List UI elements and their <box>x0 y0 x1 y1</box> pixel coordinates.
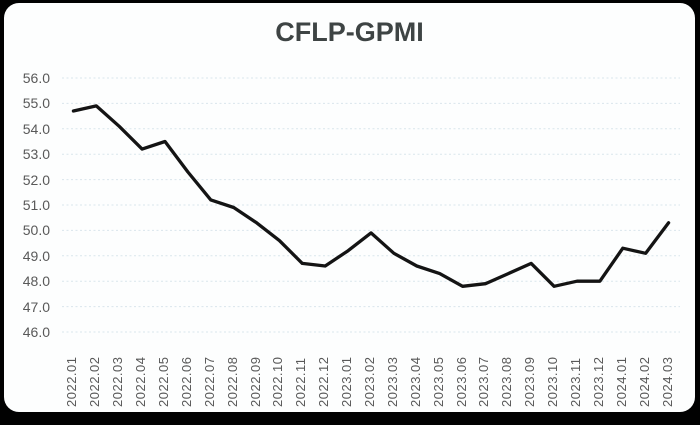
x-axis-tick-label: 2022.10 <box>270 356 286 408</box>
y-axis-tick-label: 50.0 <box>22 222 50 239</box>
x-axis-tick-label: 2022.03 <box>110 356 126 408</box>
x-axis-tick-label: 2023.12 <box>590 356 606 408</box>
y-axis-tick-label: 52.0 <box>22 171 50 188</box>
y-axis-tick-label: 46.0 <box>22 324 50 340</box>
chart-card: CFLP-GPMI <box>4 3 695 412</box>
x-axis-tick-label: 2022.11 <box>293 357 309 407</box>
y-axis-tick-label: 54.0 <box>22 120 50 137</box>
x-axis-tick-label: 2023.02 <box>362 356 377 408</box>
x-axis-tick-label: 2023.01 <box>339 356 355 408</box>
x-axis-tick-label: 2022.01 <box>64 356 80 408</box>
y-axis-tick-label: 53.0 <box>22 146 50 163</box>
x-axis-tick-label: 2022.12 <box>316 356 332 408</box>
x-axis-tick-label: 2023.06 <box>453 356 469 408</box>
x-axis-tick-label: 2023.11 <box>568 357 583 407</box>
x-axis-tick-label: 2022.04 <box>133 356 149 408</box>
x-axis-tick-label: 2023.09 <box>522 356 538 408</box>
x-axis-tick-label: 2023.03 <box>384 356 400 408</box>
x-axis-tick-label: 2024.01 <box>613 356 629 408</box>
x-axis-tick-label: 2022.05 <box>156 356 171 408</box>
x-axis-tick-label: 2022.02 <box>87 356 103 408</box>
x-axis-tick-label: 2022.07 <box>201 356 217 408</box>
pmi-series-line <box>71 104 671 288</box>
x-axis-tick-label: 2024.02 <box>636 356 652 408</box>
x-axis-tick-label: 2022.06 <box>178 356 194 408</box>
x-axis-tick-label: 2022.08 <box>224 356 240 408</box>
x-axis-tick-label: 2024.03 <box>659 356 675 408</box>
y-axis-tick-label: 51.0 <box>22 197 50 213</box>
y-axis-tick-label: 47.0 <box>22 298 50 315</box>
y-axis-tick-label: 49.0 <box>22 247 50 264</box>
gridlines <box>62 77 680 333</box>
y-axis-tick-label: 56.0 <box>22 70 50 86</box>
x-axis-tick-label: 2023.07 <box>476 356 492 408</box>
x-axis-tick-label: 2023.04 <box>407 356 423 408</box>
x-axis-tick-label: 2023.05 <box>430 356 446 408</box>
x-axis-tick-label: 2023.10 <box>545 356 561 408</box>
chart-title: CFLP-GPMI <box>275 17 424 47</box>
x-axis-tick-label: 2022.09 <box>247 356 263 408</box>
x-axis-tick-label: 2023.08 <box>499 356 515 408</box>
y-axis-tick-label: 55.0 <box>22 95 50 112</box>
y-axis-tick-label: 48.0 <box>22 273 50 290</box>
